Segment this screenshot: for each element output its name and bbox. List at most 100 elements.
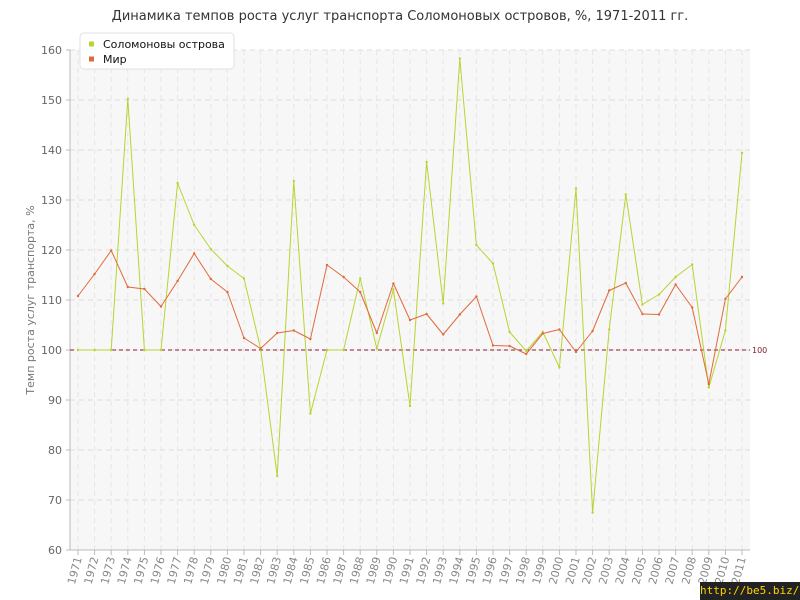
data-point — [325, 348, 329, 352]
y-tick-label: 160 — [41, 44, 62, 57]
data-point — [193, 252, 196, 255]
watermark-link[interactable]: http://be5.biz/ — [700, 582, 800, 600]
data-point — [176, 181, 179, 185]
data-point — [209, 277, 212, 281]
y-tick-label: 150 — [41, 94, 62, 107]
data-point — [143, 287, 146, 291]
data-point — [408, 404, 412, 408]
data-point — [657, 293, 661, 296]
legend: Соломоновы острова Мир — [79, 32, 235, 70]
data-point — [608, 328, 611, 331]
y-axis-label: Темп роста услуг транспорта, % — [24, 205, 37, 395]
data-point — [591, 511, 594, 514]
data-point — [442, 333, 445, 336]
y-tick-label: 110 — [41, 294, 62, 307]
data-point — [242, 336, 246, 340]
data-point — [525, 349, 528, 353]
data-point — [359, 277, 362, 280]
data-point — [309, 412, 312, 415]
data-point — [657, 313, 661, 316]
data-point — [724, 297, 727, 301]
chart-title: Динамика темпов роста услуг транспорта С… — [111, 9, 689, 24]
data-point — [558, 366, 561, 369]
data-point — [574, 350, 578, 354]
legend-label: Мир — [103, 53, 127, 66]
legend-swatch — [89, 41, 94, 47]
data-point — [491, 262, 495, 265]
data-point — [740, 151, 744, 155]
data-point — [126, 285, 129, 289]
data-point — [624, 281, 627, 285]
data-point — [624, 193, 627, 196]
data-point — [209, 247, 212, 251]
data-point — [159, 305, 163, 308]
data-point — [176, 279, 179, 283]
y-tick-label: 140 — [41, 144, 62, 157]
data-point — [525, 352, 528, 356]
data-point — [325, 263, 329, 267]
data-point — [442, 302, 445, 305]
data-point — [458, 57, 461, 60]
data-point — [641, 303, 644, 306]
data-point — [458, 313, 461, 316]
data-point — [641, 312, 644, 316]
data-point — [491, 344, 495, 347]
data-point — [558, 328, 561, 331]
data-point — [724, 329, 727, 332]
grid — [70, 49, 750, 551]
data-point — [143, 348, 146, 352]
data-point — [608, 289, 611, 292]
legend-swatch — [89, 56, 94, 62]
data-point — [292, 179, 295, 183]
data-point — [508, 344, 511, 348]
data-point — [591, 329, 594, 333]
reference-line-label: 100 — [752, 346, 767, 355]
data-point — [193, 223, 196, 227]
data-point — [93, 348, 96, 352]
y-tick-label: 100 — [41, 344, 62, 357]
data-point — [110, 348, 113, 352]
y-tick-label: 130 — [41, 194, 62, 207]
data-point — [93, 272, 96, 276]
data-point — [159, 348, 163, 352]
y-tick-label: 70 — [48, 494, 62, 507]
data-point — [707, 382, 710, 386]
y-tick-label: 80 — [48, 444, 62, 457]
data-point — [126, 97, 129, 101]
data-point — [342, 348, 345, 352]
y-tick-label: 120 — [41, 244, 62, 257]
data-point — [110, 249, 113, 252]
data-point — [740, 275, 744, 279]
data-point — [276, 331, 279, 335]
data-point — [691, 263, 694, 266]
legend-label: Соломоновы острова — [103, 38, 225, 51]
data-point — [425, 160, 428, 164]
data-point — [76, 348, 80, 352]
data-point — [707, 386, 710, 389]
data-point — [691, 306, 694, 309]
data-point — [276, 474, 279, 478]
reference-line-group: 100 — [70, 346, 767, 355]
data-point — [475, 243, 478, 247]
legend-box — [79, 32, 235, 70]
data-point — [309, 337, 312, 341]
data-point — [574, 187, 578, 190]
data-point — [242, 277, 246, 280]
series-lines — [76, 57, 744, 514]
data-point — [226, 290, 229, 294]
data-point — [408, 318, 412, 322]
data-point — [674, 283, 677, 286]
y-tick-label: 90 — [48, 394, 62, 407]
data-point — [375, 331, 378, 335]
data-point — [541, 332, 544, 335]
data-point — [292, 329, 295, 332]
data-point — [674, 275, 677, 279]
data-point — [392, 288, 395, 291]
data-point — [475, 295, 478, 298]
data-point — [375, 347, 378, 350]
data-point — [342, 275, 345, 279]
y-tick-label: 60 — [48, 544, 62, 557]
data-point — [508, 330, 511, 334]
data-point — [226, 264, 229, 268]
